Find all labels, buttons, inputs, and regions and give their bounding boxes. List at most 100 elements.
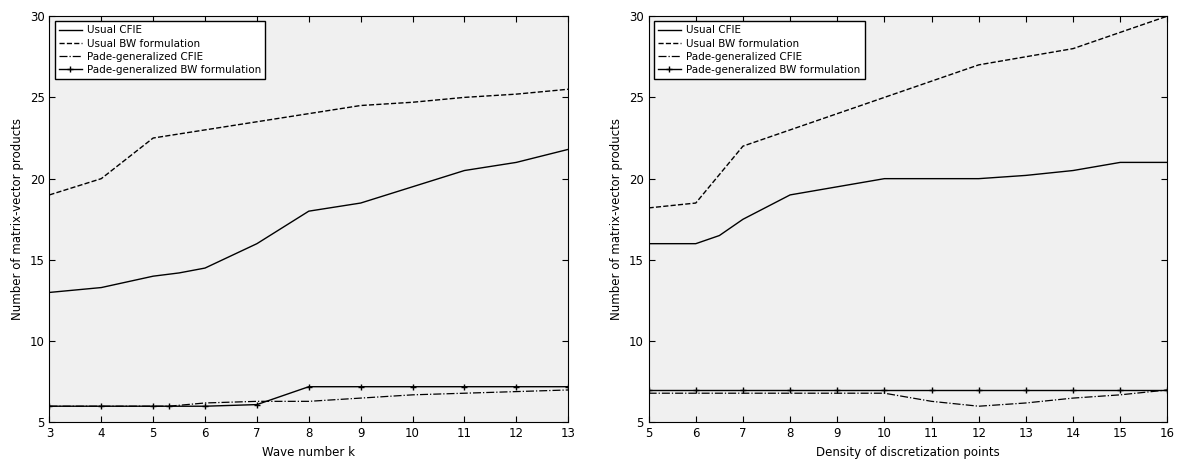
Pade-generalized CFIE bbox=[561, 387, 575, 393]
Usual CFIE bbox=[971, 176, 986, 181]
Usual BW formulation bbox=[353, 102, 368, 108]
Pade-generalized CFIE bbox=[198, 400, 212, 406]
Usual BW formulation bbox=[561, 86, 575, 92]
Usual BW formulation bbox=[509, 91, 523, 97]
Pade-generalized BW formulation bbox=[878, 387, 892, 393]
Usual CFIE bbox=[43, 290, 57, 295]
Usual CFIE bbox=[1114, 160, 1128, 165]
Pade-generalized CFIE bbox=[830, 391, 844, 396]
Usual CFIE bbox=[94, 285, 108, 290]
Usual CFIE bbox=[878, 176, 892, 181]
Usual BW formulation bbox=[301, 111, 315, 117]
Usual BW formulation bbox=[1019, 54, 1033, 60]
Usual BW formulation bbox=[830, 111, 844, 117]
Pade-generalized CFIE bbox=[1019, 400, 1033, 406]
Usual BW formulation bbox=[1160, 13, 1174, 19]
Y-axis label: Number of matrix-vector products: Number of matrix-vector products bbox=[611, 118, 624, 320]
Pade-generalized CFIE bbox=[250, 399, 264, 404]
Pade-generalized BW formulation bbox=[1066, 387, 1080, 393]
Usual CFIE bbox=[198, 265, 212, 271]
Usual BW formulation bbox=[971, 62, 986, 68]
Pade-generalized CFIE bbox=[783, 391, 797, 396]
Line: Usual CFIE: Usual CFIE bbox=[649, 163, 1167, 243]
Pade-generalized CFIE bbox=[43, 403, 57, 409]
Usual CFIE bbox=[301, 208, 315, 214]
Y-axis label: Number of matrix-vector products: Number of matrix-vector products bbox=[11, 118, 24, 320]
Line: Usual BW formulation: Usual BW formulation bbox=[50, 89, 568, 195]
Usual CFIE bbox=[1066, 168, 1080, 173]
Pade-generalized BW formulation bbox=[1160, 387, 1174, 393]
X-axis label: Density of discretization points: Density of discretization points bbox=[816, 446, 1000, 459]
Usual CFIE bbox=[406, 184, 420, 189]
Usual BW formulation bbox=[689, 200, 703, 206]
X-axis label: Wave number k: Wave number k bbox=[262, 446, 356, 459]
Pade-generalized BW formulation bbox=[783, 387, 797, 393]
Usual CFIE bbox=[735, 217, 750, 222]
Usual CFIE bbox=[509, 160, 523, 165]
Pade-generalized BW formulation bbox=[971, 387, 986, 393]
Line: Pade-generalized BW formulation: Pade-generalized BW formulation bbox=[46, 383, 572, 410]
Usual BW formulation bbox=[1066, 46, 1080, 51]
Legend: Usual CFIE, Usual BW formulation, Pade-generalized CFIE, Pade-generalized BW for: Usual CFIE, Usual BW formulation, Pade-g… bbox=[653, 21, 865, 79]
Pade-generalized BW formulation bbox=[830, 387, 844, 393]
Pade-generalized BW formulation bbox=[509, 384, 523, 390]
Usual CFIE bbox=[250, 241, 264, 246]
Pade-generalized CFIE bbox=[509, 389, 523, 394]
Pade-generalized CFIE bbox=[1114, 392, 1128, 398]
Usual CFIE bbox=[1160, 160, 1174, 165]
Line: Pade-generalized BW formulation: Pade-generalized BW formulation bbox=[645, 386, 1171, 393]
Pade-generalized CFIE bbox=[94, 403, 108, 409]
Pade-generalized BW formulation bbox=[1114, 387, 1128, 393]
Legend: Usual CFIE, Usual BW formulation, Pade-generalized CFIE, Pade-generalized BW for: Usual CFIE, Usual BW formulation, Pade-g… bbox=[55, 21, 266, 79]
Pade-generalized BW formulation bbox=[735, 387, 750, 393]
Pade-generalized BW formulation bbox=[250, 402, 264, 407]
Usual BW formulation bbox=[924, 78, 938, 84]
Pade-generalized BW formulation bbox=[561, 384, 575, 390]
Line: Pade-generalized CFIE: Pade-generalized CFIE bbox=[649, 390, 1167, 406]
Usual BW formulation bbox=[878, 94, 892, 100]
Pade-generalized CFIE bbox=[301, 399, 315, 404]
Usual BW formulation bbox=[43, 192, 57, 198]
Usual CFIE bbox=[783, 192, 797, 198]
Line: Usual CFIE: Usual CFIE bbox=[50, 149, 568, 292]
Pade-generalized CFIE bbox=[406, 392, 420, 398]
Usual CFIE bbox=[1019, 172, 1033, 178]
Usual CFIE bbox=[642, 241, 656, 246]
Pade-generalized BW formulation bbox=[43, 403, 57, 409]
Line: Pade-generalized CFIE: Pade-generalized CFIE bbox=[50, 390, 568, 406]
Usual CFIE bbox=[353, 200, 368, 206]
Usual BW formulation bbox=[735, 143, 750, 149]
Pade-generalized CFIE bbox=[353, 395, 368, 401]
Pade-generalized BW formulation bbox=[642, 387, 656, 393]
Usual CFIE bbox=[172, 270, 186, 276]
Pade-generalized CFIE bbox=[878, 391, 892, 396]
Usual BW formulation bbox=[146, 135, 160, 141]
Usual CFIE bbox=[146, 274, 160, 279]
Usual CFIE bbox=[830, 184, 844, 189]
Pade-generalized CFIE bbox=[1066, 395, 1080, 401]
Usual BW formulation bbox=[642, 205, 656, 211]
Pade-generalized CFIE bbox=[161, 403, 176, 409]
Pade-generalized CFIE bbox=[924, 399, 938, 404]
Usual CFIE bbox=[689, 241, 703, 246]
Pade-generalized CFIE bbox=[146, 403, 160, 409]
Usual CFIE bbox=[561, 147, 575, 152]
Usual BW formulation bbox=[406, 100, 420, 105]
Pade-generalized BW formulation bbox=[1019, 387, 1033, 393]
Pade-generalized BW formulation bbox=[301, 384, 315, 390]
Usual BW formulation bbox=[783, 127, 797, 133]
Pade-generalized CFIE bbox=[971, 403, 986, 409]
Pade-generalized BW formulation bbox=[161, 403, 176, 409]
Usual CFIE bbox=[924, 176, 938, 181]
Usual CFIE bbox=[458, 168, 472, 173]
Usual BW formulation bbox=[1114, 30, 1128, 35]
Pade-generalized BW formulation bbox=[406, 384, 420, 390]
Pade-generalized BW formulation bbox=[146, 403, 160, 409]
Usual BW formulation bbox=[94, 176, 108, 181]
Pade-generalized BW formulation bbox=[198, 403, 212, 409]
Usual BW formulation bbox=[198, 127, 212, 133]
Pade-generalized CFIE bbox=[1160, 387, 1174, 393]
Line: Usual BW formulation: Usual BW formulation bbox=[649, 16, 1167, 208]
Pade-generalized BW formulation bbox=[458, 384, 472, 390]
Pade-generalized BW formulation bbox=[353, 384, 368, 390]
